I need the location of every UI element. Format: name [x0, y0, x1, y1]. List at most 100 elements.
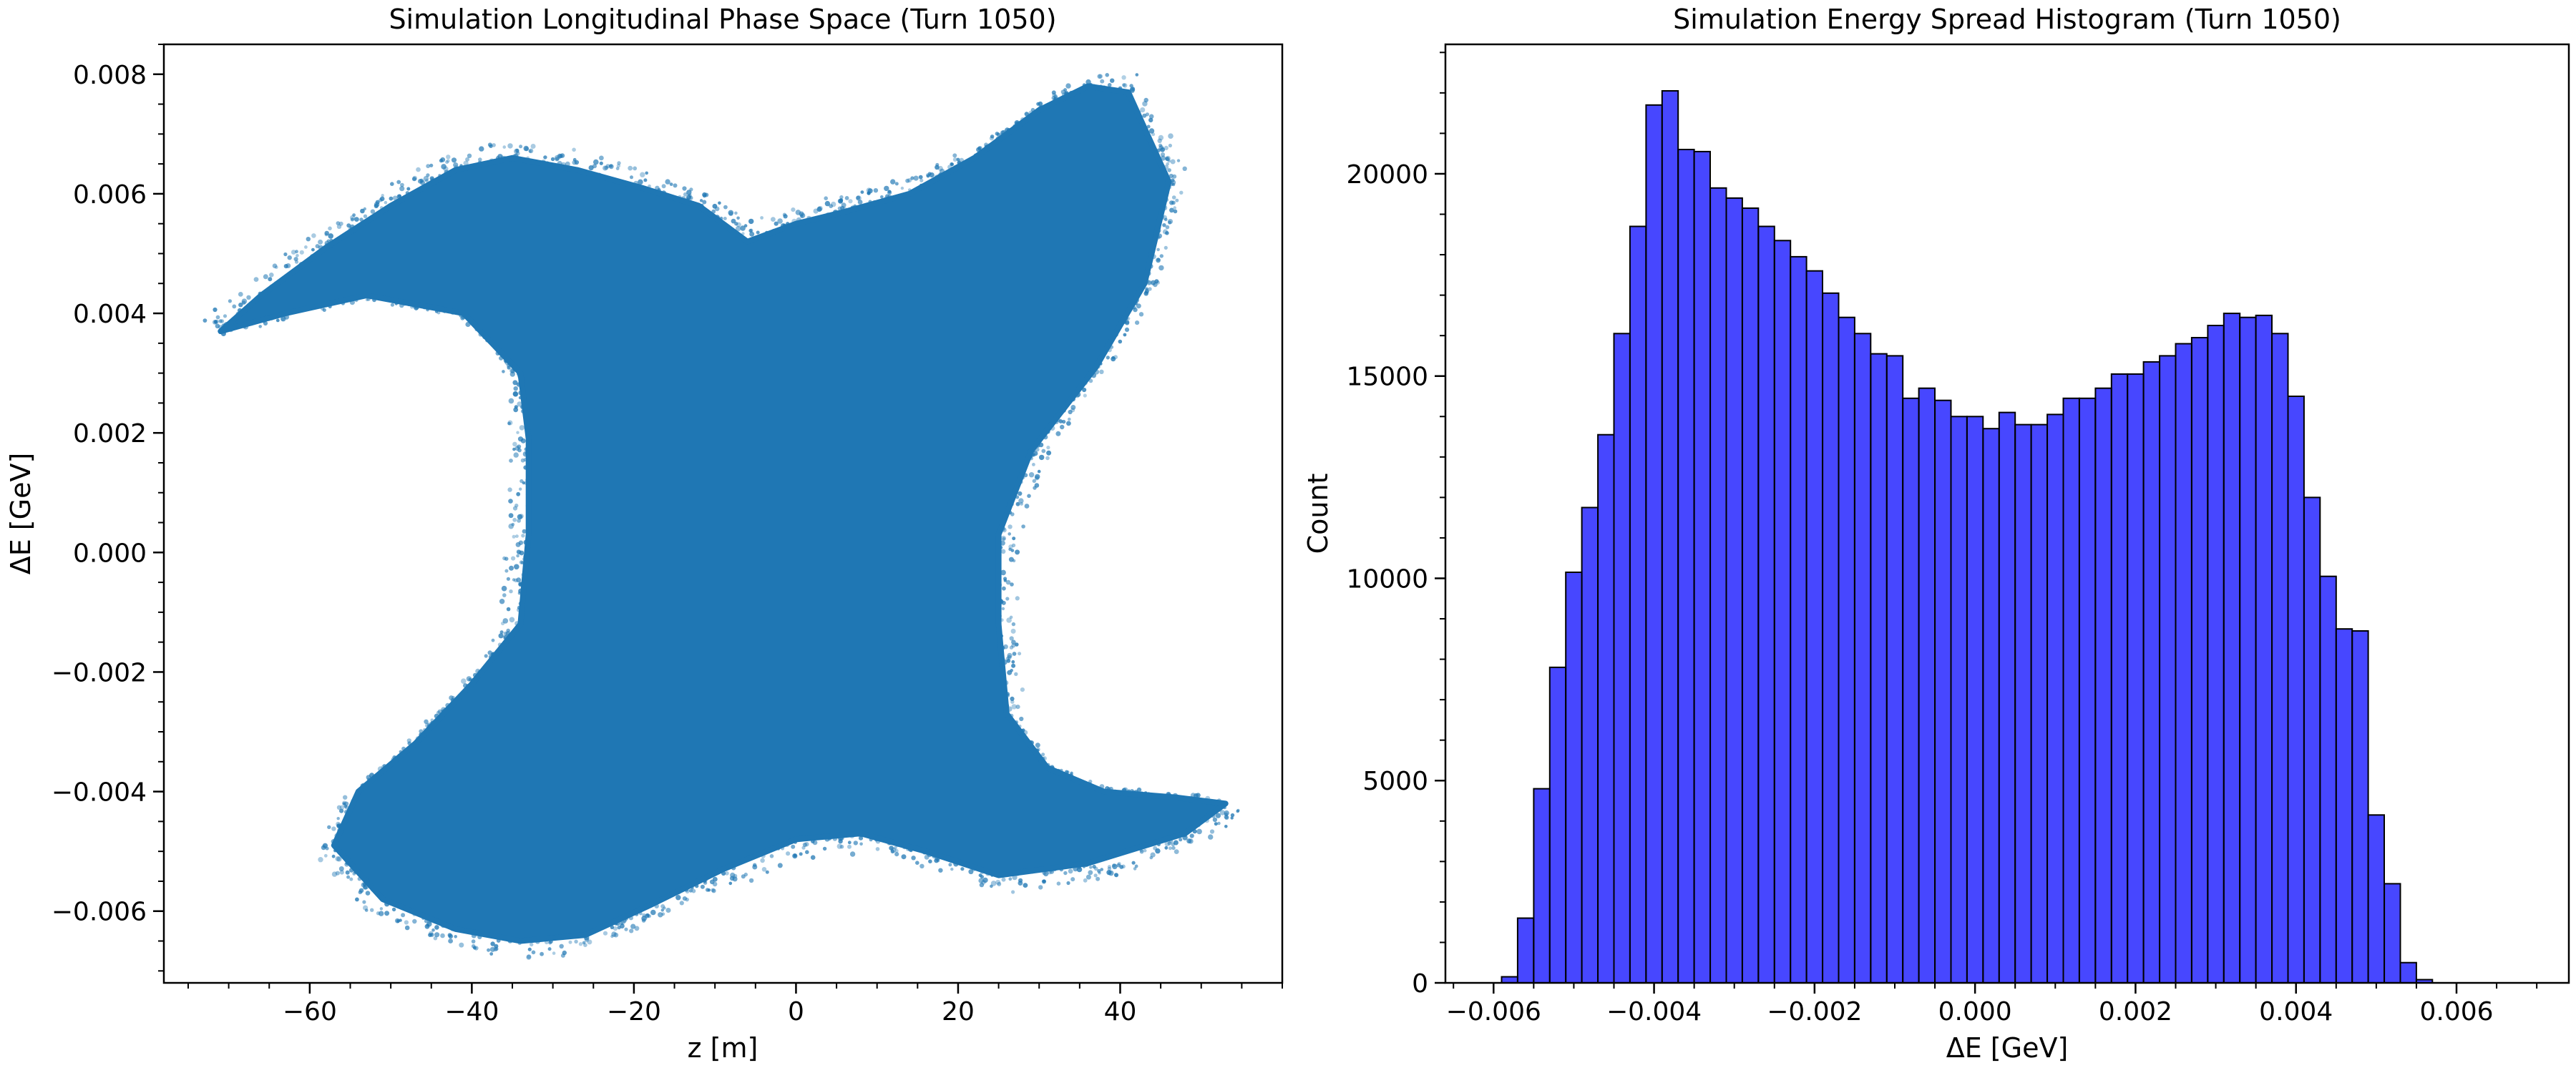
scatter-point — [508, 523, 514, 529]
scatter-point — [1124, 327, 1130, 332]
scatter-point — [604, 165, 609, 170]
scatter-point — [1093, 873, 1098, 878]
scatter-point — [384, 200, 388, 205]
x-tick-label: −0.004 — [1606, 997, 1702, 1027]
histogram-bar — [2335, 628, 2353, 984]
scatter-point — [1230, 816, 1234, 820]
scatter-point — [328, 233, 334, 239]
scatter-point — [1068, 868, 1073, 874]
scatter-point — [934, 858, 939, 863]
scatter-point — [522, 481, 526, 485]
scatter-point — [324, 230, 330, 236]
scatter-point — [732, 876, 738, 882]
scatter-point — [1010, 696, 1015, 702]
scatter-point — [894, 852, 899, 857]
scatter-point — [1158, 134, 1164, 141]
scatter-point — [804, 842, 809, 847]
y-tick-label: 20000 — [1346, 160, 1428, 190]
scatter-point — [982, 877, 988, 883]
scatter-point — [471, 939, 476, 944]
histogram-bar — [1629, 225, 1647, 984]
scatter-point — [1196, 793, 1201, 798]
scatter-point — [358, 890, 363, 895]
scatter-point — [1214, 822, 1218, 826]
scatter-point — [400, 182, 404, 187]
x-tick-label: −40 — [444, 997, 499, 1027]
scatter-point — [749, 231, 755, 237]
scatter-point — [1105, 73, 1109, 77]
scatter-point — [514, 405, 518, 409]
scatter-point — [513, 386, 518, 391]
scatter-point — [1122, 83, 1126, 87]
scatter-point — [1009, 615, 1013, 619]
histogram-bar — [2287, 396, 2305, 984]
scatter-point — [712, 881, 718, 887]
scatter-point — [560, 953, 565, 958]
histogram-bar — [1950, 416, 1968, 984]
scatter-point — [296, 254, 299, 258]
scatter-point — [401, 913, 406, 918]
scatter-point — [1133, 867, 1137, 871]
scatter-point — [1008, 544, 1013, 549]
scatter-point — [702, 200, 707, 205]
scatter-point — [799, 852, 803, 856]
y-tick-label: 0.000 — [73, 539, 147, 568]
histogram-bar — [2046, 413, 2064, 984]
scatter-point — [950, 162, 954, 166]
scatter-point — [1158, 265, 1164, 271]
scatter-point — [1001, 600, 1006, 605]
scatter-point — [1111, 356, 1115, 360]
scatter-point — [404, 920, 409, 925]
scatter-point — [810, 855, 816, 860]
scatter-point — [1100, 868, 1103, 871]
scatter-point — [771, 217, 776, 222]
scatter-point — [379, 911, 384, 916]
scatter-point — [753, 863, 757, 867]
scatter-point — [1096, 876, 1101, 881]
scatter-point — [616, 164, 621, 168]
scatter-point — [1009, 645, 1014, 650]
scatter-point — [1173, 840, 1179, 846]
scatter-point — [1023, 883, 1028, 888]
scatter-point — [506, 577, 511, 581]
scatter-point — [512, 506, 518, 511]
scatter-point — [1066, 881, 1070, 886]
scatter-point — [1083, 393, 1087, 398]
scatter-point — [519, 560, 524, 564]
scatter-point — [360, 208, 365, 214]
scatter-point — [1060, 424, 1065, 430]
scatter-point — [952, 153, 957, 158]
scatter-point — [1179, 190, 1184, 195]
phase-space-x-ticks: −60 −40 −20 0 20 40 — [187, 983, 1283, 1027]
scatter-point — [948, 863, 952, 867]
scatter-point — [1041, 879, 1046, 884]
scatter-point — [995, 879, 1001, 885]
scatter-point — [1088, 378, 1093, 383]
scatter-point — [335, 871, 340, 876]
scatter-point — [436, 710, 441, 715]
scatter-point — [638, 179, 643, 185]
scatter-point — [593, 159, 599, 165]
scatter-point — [613, 926, 618, 931]
scatter-point — [760, 216, 763, 220]
scatter-point — [426, 921, 432, 927]
scatter-point — [1162, 223, 1166, 227]
scatter-point — [1167, 168, 1171, 172]
x-tick-label: −0.006 — [1446, 997, 1541, 1027]
histogram-bar — [1966, 416, 1984, 984]
scatter-point — [517, 401, 522, 407]
scatter-point — [215, 315, 220, 320]
scatter-point — [913, 175, 919, 181]
scatter-point — [519, 487, 522, 491]
scatter-point — [1148, 287, 1152, 291]
scatter-point — [263, 274, 268, 280]
scatter-point — [624, 927, 628, 931]
scatter-point — [613, 932, 619, 938]
scatter-point — [304, 245, 308, 249]
scatter-point — [1169, 207, 1174, 213]
scatter-point — [504, 569, 509, 573]
scatter-point — [318, 239, 323, 245]
scatter-point — [528, 148, 534, 154]
scatter-point — [514, 564, 519, 570]
scatter-point — [829, 204, 834, 208]
